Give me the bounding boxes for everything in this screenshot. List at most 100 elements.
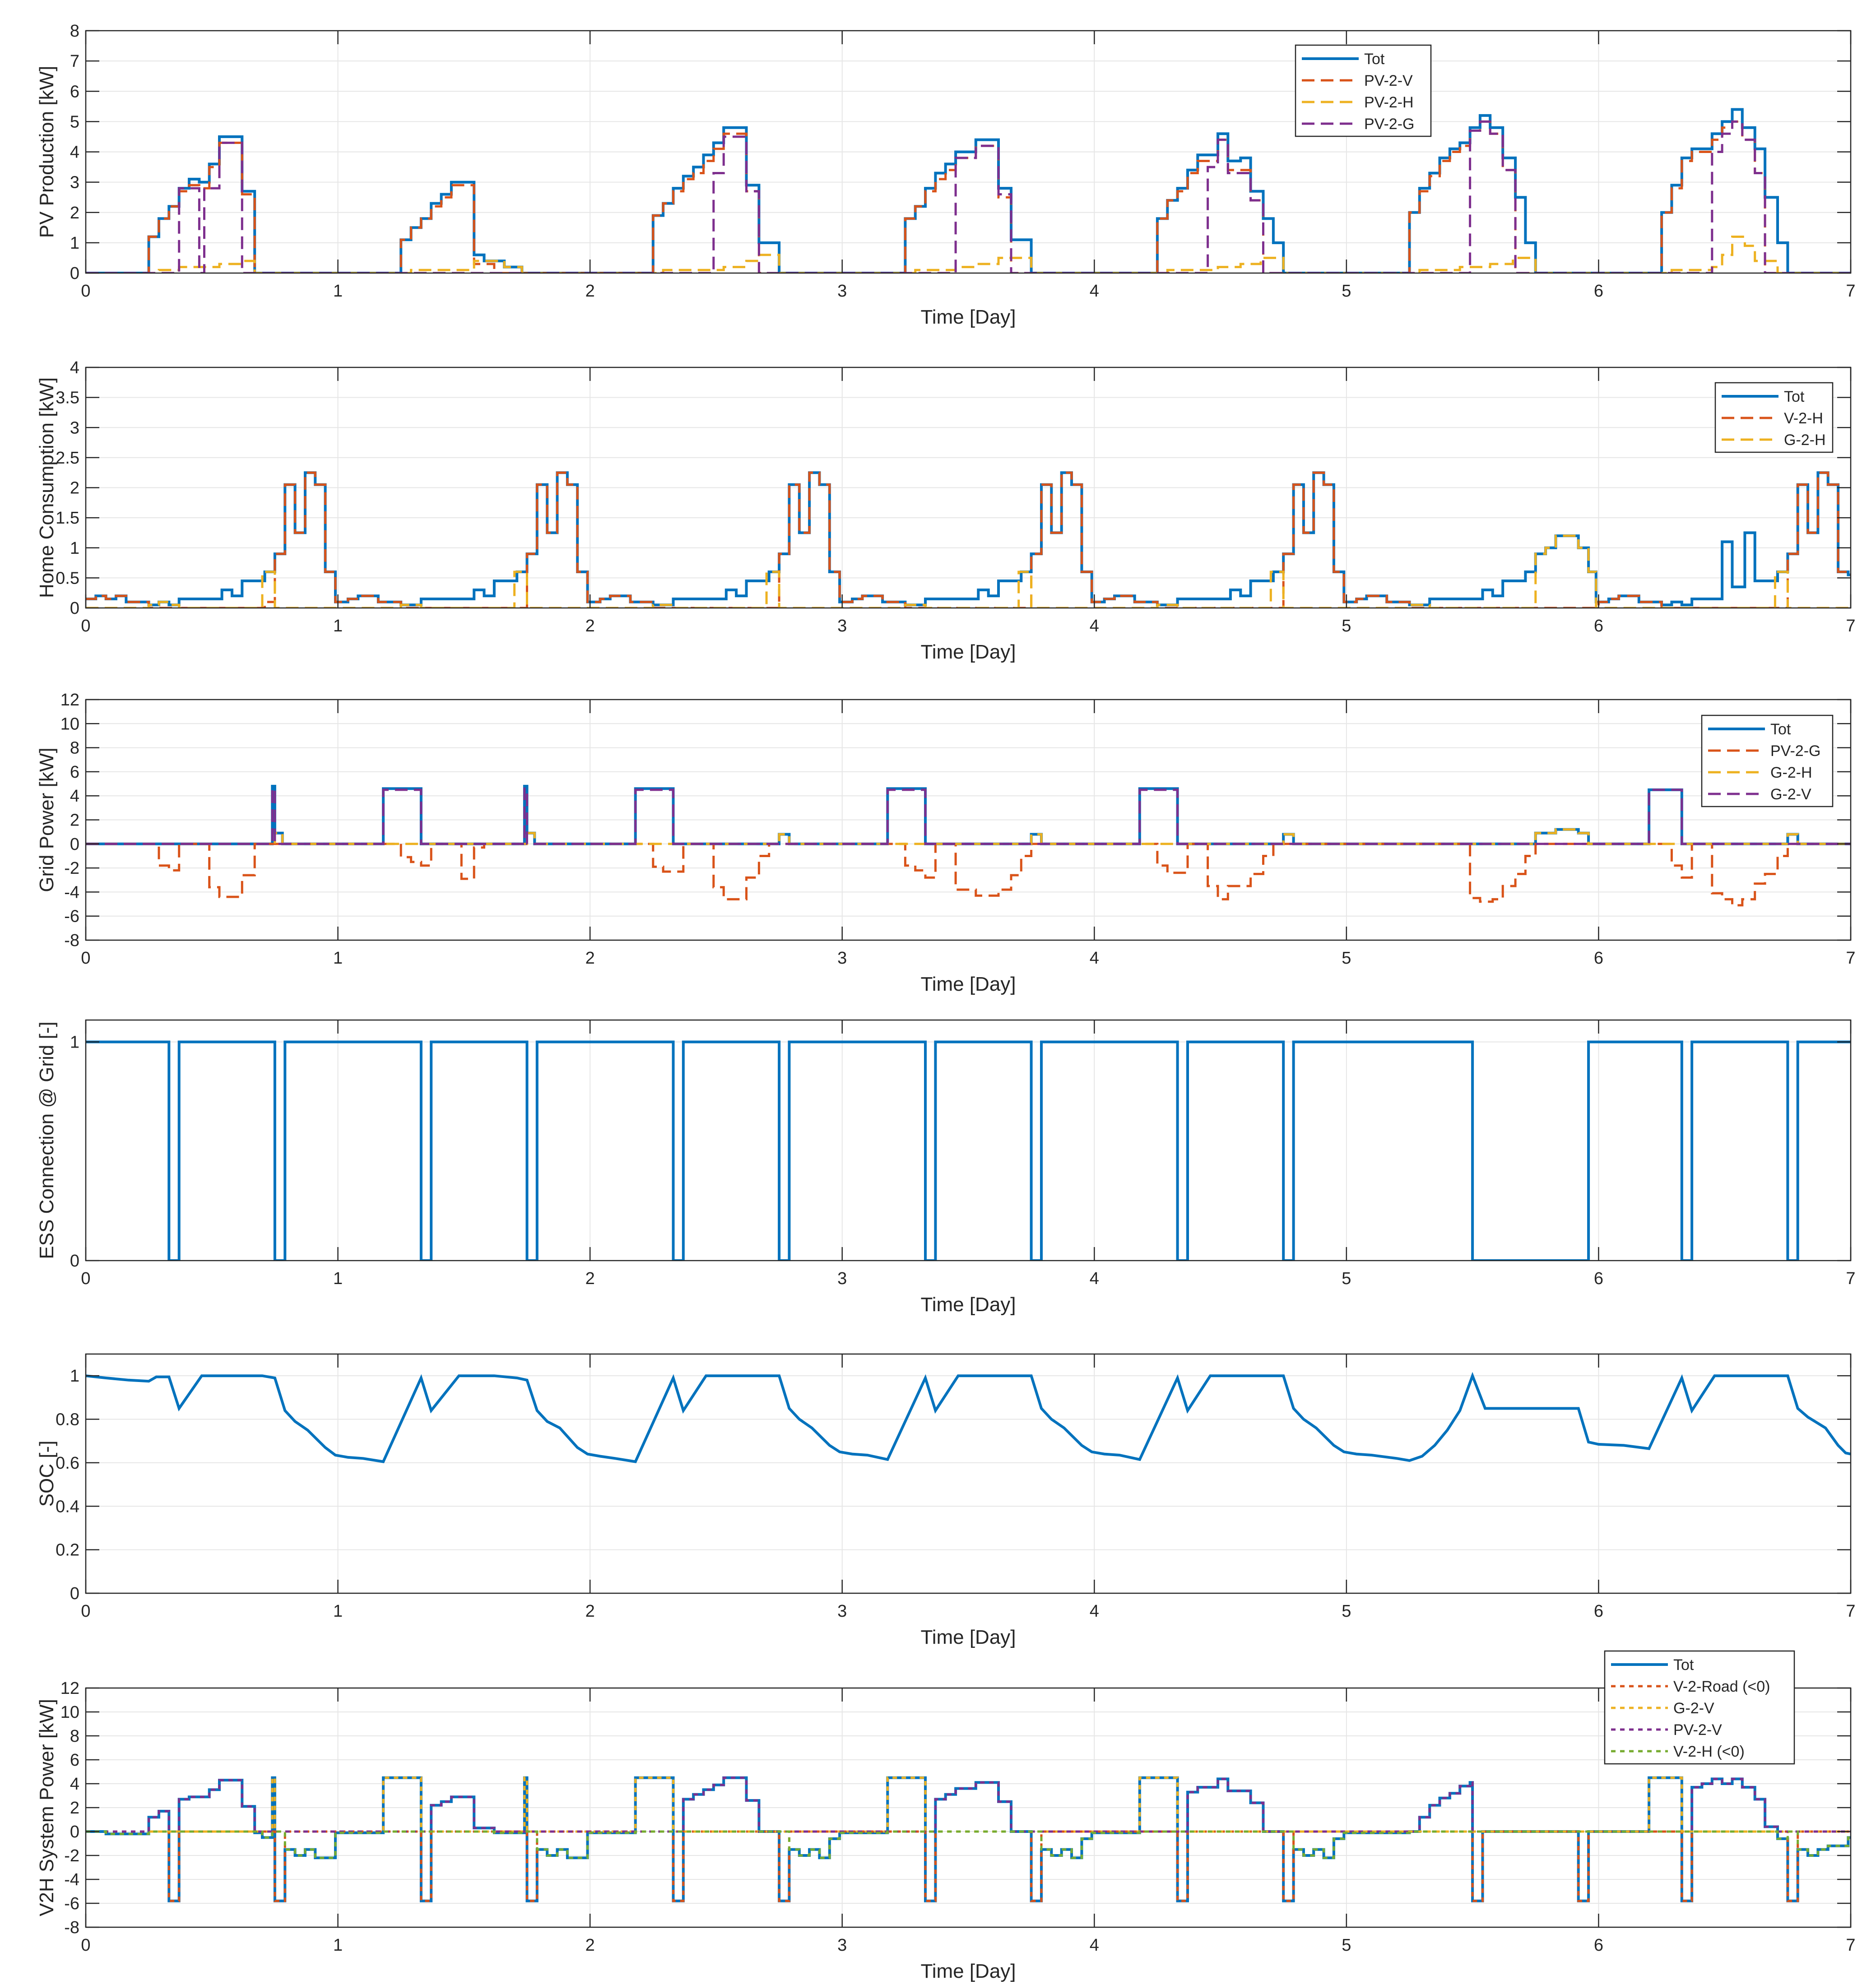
y-tick-label: 6 — [70, 1751, 79, 1770]
y-tick-label: 0.5 — [56, 569, 79, 588]
x-tick-label: 7 — [1846, 1269, 1855, 1288]
series-line-pv-2-v — [86, 1776, 1851, 1833]
x-tick-label: 2 — [585, 1602, 595, 1621]
x-tick-label: 1 — [333, 1936, 343, 1955]
legend-box — [1714, 382, 1834, 453]
legend-entry-label: G-2-H — [1784, 431, 1826, 449]
y-tick-label: 7 — [70, 52, 79, 71]
x-tick-label: 4 — [1090, 1936, 1099, 1955]
y-tick-label: 8 — [70, 22, 79, 41]
y-tick-label: 0.4 — [56, 1497, 79, 1516]
x-tick-label: 6 — [1594, 1602, 1603, 1621]
x-tick-label: 2 — [585, 949, 595, 968]
y-tick-label: -6 — [64, 907, 79, 926]
series-line-v-2-h-0- — [86, 1830, 1851, 1859]
x-tick-label: 4 — [1090, 1269, 1099, 1288]
legend-entry-label: PV-2-H — [1364, 94, 1414, 111]
axes-box — [85, 1353, 1852, 1594]
y-tick-label: 12 — [60, 1679, 79, 1698]
x-tick-label: 0 — [81, 1602, 90, 1621]
y-axis-label: Grid Power [kW] — [36, 747, 58, 892]
y-tick-label: -8 — [64, 1918, 79, 1937]
y-tick-label: 0.6 — [56, 1454, 79, 1473]
x-axis-label: Time [Day] — [920, 973, 1016, 995]
x-tick-label: 5 — [1342, 282, 1351, 301]
legend-entry-label: V-2-H (<0) — [1673, 1743, 1745, 1760]
legend-entry-label: G-2-V — [1673, 1700, 1714, 1717]
y-tick-label: -4 — [64, 1870, 79, 1889]
y-tick-label: 3.5 — [56, 389, 79, 408]
y-tick-label: 0.2 — [56, 1541, 79, 1560]
chart-panel-4: 0 1 2 3 4 5 6 7 0 1 Time [Day] ESS Connection @ Gri… — [36, 1019, 1856, 1316]
y-tick-label: 2.5 — [56, 449, 79, 468]
y-tick-label: -2 — [64, 859, 79, 878]
x-tick-label: 3 — [837, 1269, 847, 1288]
x-tick-label: 3 — [837, 949, 847, 968]
x-tick-label: 5 — [1342, 1602, 1351, 1621]
y-tick-label: 2 — [70, 204, 79, 223]
y-axis-label: SOC [-] — [36, 1441, 58, 1507]
x-tick-label: 0 — [81, 617, 90, 635]
legend-entry-label: G-2-V — [1770, 786, 1811, 803]
x-tick-label: 0 — [81, 282, 90, 301]
y-tick-label: 2 — [70, 479, 79, 498]
chart-panel-5: 0 1 2 3 4 5 6 7 0 0.2 0.4 0.6 0.8 1 Time [Day] SOC [-] — [36, 1353, 1856, 1648]
legend-box — [1604, 1650, 1795, 1765]
legend-entry-label: Tot — [1784, 388, 1805, 405]
x-tick-label: 2 — [585, 1936, 595, 1955]
legend-entry-label: PV-2-V — [1673, 1721, 1722, 1739]
series-line-tot — [86, 108, 1851, 273]
series-line-g-2-h — [86, 534, 1851, 608]
x-tick-label: 4 — [1090, 1602, 1099, 1621]
y-tick-label: 2 — [70, 811, 79, 830]
legend-entry-label: Tot — [1770, 721, 1791, 738]
y-tick-label: 0 — [70, 1584, 79, 1603]
legend: Tot PV-2-G G-2-H G-2-V — [1701, 714, 1834, 807]
y-tick-label: 10 — [60, 1703, 79, 1722]
y-tick-label: 4 — [70, 358, 79, 377]
y-axis-label: V2H System Power [kW] — [36, 1699, 58, 1916]
y-tick-label: 12 — [60, 691, 79, 710]
legend-entry-label: V-2-Road (<0) — [1673, 1678, 1770, 1695]
x-tick-label: 7 — [1846, 282, 1855, 301]
series-line-data — [86, 1040, 1851, 1261]
x-tick-label: 7 — [1846, 1602, 1855, 1621]
series-line-pv-2-g — [86, 120, 1851, 273]
x-tick-label: 5 — [1342, 617, 1351, 635]
x-tick-label: 6 — [1594, 1269, 1603, 1288]
x-axis-label: Time [Day] — [920, 1626, 1016, 1648]
legend-entry-label: Tot — [1673, 1656, 1694, 1674]
x-tick-label: 5 — [1342, 1936, 1351, 1955]
series-line-g-2-v — [86, 787, 1851, 845]
x-tick-label: 3 — [837, 617, 847, 635]
y-tick-label: 0 — [70, 1252, 79, 1271]
y-tick-label: 4 — [70, 787, 79, 806]
y-tick-label: 1 — [70, 1033, 79, 1052]
y-tick-label: 2 — [70, 1799, 79, 1818]
x-tick-label: 2 — [585, 282, 595, 301]
x-tick-label: 0 — [81, 1936, 90, 1955]
x-tick-label: 4 — [1090, 282, 1099, 301]
y-tick-label: 0 — [70, 264, 79, 283]
legend-entry-label: V-2-H — [1784, 410, 1823, 427]
y-tick-label: 4 — [70, 143, 79, 162]
series-line-v-2-h — [86, 471, 1851, 608]
y-tick-label: -4 — [64, 883, 79, 902]
x-axis-label: Time [Day] — [920, 1960, 1016, 1982]
x-tick-label: 2 — [585, 1269, 595, 1288]
series-line-pv-2-h — [86, 236, 1851, 273]
series-line-g-2-h — [86, 828, 1851, 845]
y-tick-label: 3 — [70, 418, 79, 437]
plot-area — [86, 1020, 1851, 1261]
y-tick-label: 6 — [70, 763, 79, 782]
y-tick-label: 0 — [70, 1823, 79, 1841]
x-tick-label: 1 — [333, 949, 343, 968]
y-tick-label: 1 — [70, 1367, 79, 1386]
x-tick-label: 3 — [837, 1936, 847, 1955]
series-line-data — [86, 1372, 1851, 1463]
chart-panel-2: 0 1 2 3 4 5 6 7 0 0.5 1 1.5 2 2.5 3 3.5 4 Time [Day] Home … — [36, 358, 1856, 663]
x-tick-label: 5 — [1342, 1269, 1351, 1288]
x-tick-label: 5 — [1342, 949, 1351, 968]
